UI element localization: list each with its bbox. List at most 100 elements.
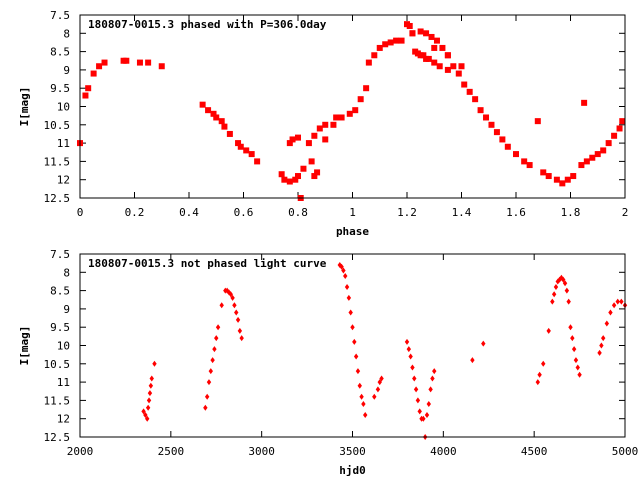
unphased-data-point bbox=[412, 375, 417, 382]
unphased-data-point bbox=[359, 393, 364, 400]
unphased-data-point bbox=[608, 309, 613, 316]
unphased-data-point bbox=[208, 368, 213, 375]
phased-data-point bbox=[363, 85, 370, 92]
unphased-data-point bbox=[573, 357, 579, 364]
phased-data-point bbox=[439, 44, 446, 51]
phased-data-point bbox=[371, 52, 378, 59]
phased-y-tick-label: 8.5 bbox=[50, 46, 70, 59]
phased-data-point bbox=[444, 52, 451, 59]
phased-x-tick-label: 1.8 bbox=[561, 206, 581, 219]
phased-data-point bbox=[278, 171, 285, 178]
phased-data-points bbox=[77, 21, 626, 201]
phased-data-point bbox=[210, 110, 217, 117]
unphased-data-point bbox=[413, 386, 419, 393]
unphased-data-point bbox=[430, 375, 435, 382]
unphased-data-point bbox=[575, 364, 580, 371]
phased-data-point bbox=[398, 37, 405, 44]
unphased-y-tick-label: 10 bbox=[57, 340, 70, 353]
unphased-data-point bbox=[214, 335, 219, 342]
phased-data-point bbox=[218, 118, 225, 125]
phased-data-point bbox=[521, 158, 528, 165]
phased-data-point bbox=[295, 173, 301, 180]
unphased-data-point bbox=[417, 408, 422, 415]
unphased-data-point bbox=[212, 346, 217, 353]
unphased-data-point bbox=[372, 393, 377, 400]
unphased-x-tick-label: 2000 bbox=[67, 445, 94, 458]
phased-data-point bbox=[553, 176, 560, 183]
phased-y-tick-label: 11 bbox=[57, 137, 70, 150]
unphased-data-point bbox=[228, 291, 233, 298]
unphased-data-point bbox=[535, 379, 540, 386]
phased-data-point bbox=[158, 63, 165, 70]
unphased-data-point bbox=[204, 393, 210, 400]
unphased-light-curve-panel: 7.5 8 8.5 9 9.5 10 10.5 11 11.5 12 12.5 2000 2500 30… bbox=[18, 248, 638, 477]
phased-y-tick-label: 12.5 bbox=[44, 192, 71, 205]
phased-data-point bbox=[136, 59, 143, 66]
unphased-data-point bbox=[561, 276, 566, 283]
phased-y-tick-label: 12 bbox=[57, 174, 70, 187]
unphased-data-point bbox=[210, 357, 215, 364]
unphased-data-point bbox=[357, 382, 362, 389]
unphased-data-point bbox=[551, 291, 557, 298]
phased-data-point bbox=[243, 147, 250, 154]
phased-y-tick-label: 9 bbox=[63, 64, 70, 77]
unphased-data-point bbox=[143, 412, 148, 419]
unphased-data-point bbox=[237, 327, 243, 334]
unphased-y-tick-label: 11 bbox=[57, 376, 70, 389]
phased-data-point bbox=[488, 121, 495, 128]
phased-data-point bbox=[564, 176, 571, 183]
phased-data-point bbox=[357, 96, 364, 103]
unphased-data-point bbox=[346, 294, 352, 301]
phased-data-point bbox=[338, 114, 345, 121]
phased-data-point bbox=[423, 30, 430, 37]
unphased-x-axis: 2000 2500 3000 3500 4000 4500 5000 bbox=[67, 254, 638, 458]
unphased-data-point bbox=[577, 371, 582, 378]
phased-data-point bbox=[466, 88, 473, 95]
phased-data-point bbox=[545, 173, 552, 180]
phased-data-point bbox=[504, 143, 511, 150]
phased-data-point bbox=[559, 180, 566, 187]
phased-data-point bbox=[420, 52, 427, 59]
unphased-data-point bbox=[339, 263, 344, 270]
phased-x-tick-label: 0.6 bbox=[234, 206, 254, 219]
phased-data-point bbox=[605, 140, 612, 147]
phased-data-point bbox=[382, 41, 389, 48]
phased-data-point bbox=[425, 55, 432, 62]
phased-data-point bbox=[101, 59, 108, 66]
phased-data-point bbox=[292, 176, 299, 183]
phased-data-point bbox=[436, 63, 443, 70]
unphased-data-point bbox=[615, 298, 620, 305]
phased-data-point bbox=[286, 140, 293, 147]
phased-data-point bbox=[311, 173, 318, 180]
phased-y-tick-label: 10.5 bbox=[44, 119, 71, 132]
phased-data-point bbox=[286, 178, 293, 185]
phased-data-point bbox=[376, 44, 383, 51]
phased-data-point bbox=[594, 151, 601, 158]
unphased-x-axis-label: hjd0 bbox=[339, 464, 366, 477]
phased-data-point bbox=[248, 151, 255, 158]
phased-data-point bbox=[600, 147, 607, 154]
unphased-x-tick-label: 3000 bbox=[248, 445, 275, 458]
unphased-data-point bbox=[234, 309, 239, 316]
phased-data-point bbox=[199, 101, 206, 108]
unphased-y-tick-label: 12 bbox=[57, 413, 70, 426]
phased-data-point bbox=[461, 81, 468, 88]
unphased-data-point bbox=[375, 386, 381, 393]
phased-data-point bbox=[393, 37, 400, 44]
unphased-data-point bbox=[570, 335, 575, 342]
unphased-data-point bbox=[232, 302, 237, 309]
unphased-data-point bbox=[537, 371, 542, 378]
phased-data-point bbox=[346, 110, 353, 117]
unphased-y-tick-label: 7.5 bbox=[50, 248, 70, 261]
phased-data-point bbox=[431, 59, 438, 66]
unphased-data-point bbox=[410, 364, 415, 371]
unphased-data-point bbox=[421, 415, 426, 422]
phased-data-point bbox=[254, 158, 261, 165]
phased-chart-title: 180807-0015.3 phased with P=306.0day bbox=[88, 18, 327, 31]
unphased-data-point bbox=[355, 368, 361, 375]
phased-data-point bbox=[123, 57, 130, 64]
phased-data-point bbox=[235, 140, 242, 147]
phased-data-point bbox=[455, 70, 462, 77]
unphased-data-point bbox=[348, 309, 353, 316]
unphased-y-tick-label: 9 bbox=[63, 303, 70, 316]
